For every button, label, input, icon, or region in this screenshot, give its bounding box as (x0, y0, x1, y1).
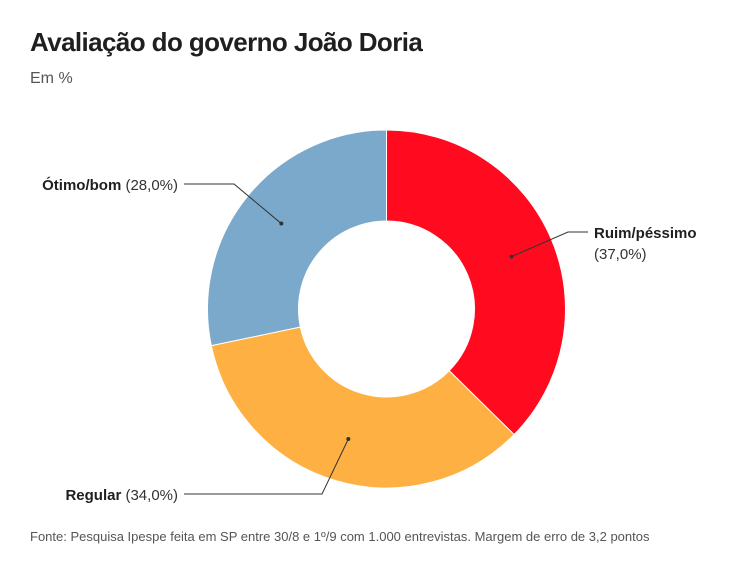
label-leaders (184, 183, 588, 495)
donut-slices (207, 129, 566, 489)
slice-regular (210, 326, 515, 489)
chart-title: Avaliação do governo João Doria (30, 27, 423, 57)
slice-ruim-pessimo (386, 129, 566, 436)
label-ruim-pessimo: Ruim/péssimo (594, 225, 697, 242)
label-otimo-bom-category: Ótimo/bom (42, 176, 121, 194)
label-regular-category: Regular (65, 487, 121, 504)
label-ruim-pessimo-percent: (37,0%) (594, 246, 647, 263)
leader-line-ruim-pessimo (511, 231, 588, 258)
label-regular: Regular (34,0%) (65, 487, 178, 504)
chart-subtitle: Em % (30, 70, 73, 87)
label-ruim-pessimo-category: Ruim/péssimo (594, 225, 697, 242)
source-note: Fonte: Pesquisa Ipespe feita em SP entre… (30, 529, 650, 544)
slice-otimo-bom (207, 129, 387, 347)
label-regular-percent: (34,0%) (125, 487, 178, 504)
label-ruim-pessimo-value: (37,0%) (594, 246, 647, 263)
leader-line-otimo-bom (184, 183, 282, 224)
label-otimo-bom-percent: (28,0%) (125, 177, 178, 194)
leader-line-regular (184, 438, 349, 495)
label-otimo-bom: Ótimo/bom (28,0%) (42, 176, 178, 194)
